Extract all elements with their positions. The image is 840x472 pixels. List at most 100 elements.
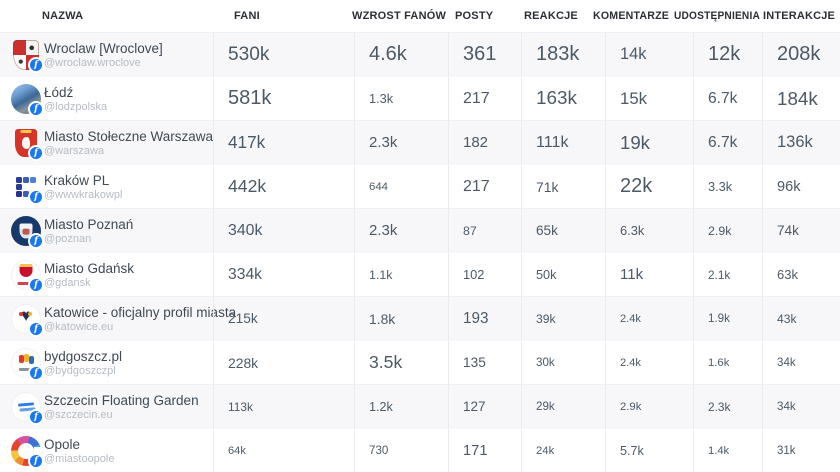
table-row[interactable]: f Opole @miastoopole 64k 730 171 24k 5.7k 1.4k 31…: [0, 428, 840, 472]
metric-cell-wzrost-fanow: 1.3k: [354, 77, 448, 120]
metric-cell-fani: 417k: [213, 121, 354, 164]
table-row[interactable]: f bydgoszcz.pl @bydgoszczpl 228k 3.5k 135 30k 2…: [0, 340, 840, 384]
metric-value: 29k: [536, 400, 555, 413]
metric-value: 127: [463, 399, 486, 414]
avatar: f: [11, 303, 44, 337]
table-row[interactable]: f Miasto Gdańsk @gdansk 334k 1.1k 102 50k 11k 2.…: [0, 252, 840, 296]
profile-handle: @gdansk: [44, 276, 91, 289]
avatar: f: [11, 259, 44, 293]
metric-value: 6.7k: [708, 89, 738, 107]
avatar: f: [11, 391, 44, 425]
facebook-icon: f: [28, 320, 44, 337]
metric-cell-posty: 361: [448, 33, 521, 76]
column-header-udostepnienia[interactable]: UDOSTĘPNIENIA: [674, 10, 760, 22]
metric-cell-posty: 135: [448, 341, 521, 384]
column-header-wzrost-fanow[interactable]: WZROST FANÓW: [352, 10, 447, 22]
profile-name: Wroclaw [Wroclove]: [44, 40, 163, 56]
metric-cell-komentarze: 14k: [605, 33, 693, 76]
metric-value: 65k: [536, 223, 558, 238]
metric-cell-posty: 182: [448, 121, 521, 164]
avatar: f: [11, 83, 44, 117]
metric-cell-wzrost-fanow: 4.6k: [354, 33, 448, 76]
metric-cell-komentarze: 11k: [605, 253, 693, 296]
metric-value: 2.3k: [369, 134, 398, 151]
metric-cell-posty: 193: [448, 297, 521, 340]
profile-handle: @poznan: [44, 232, 92, 245]
metric-value: 1.9k: [708, 312, 730, 325]
metric-value: 208k: [777, 43, 821, 65]
metric-value: 171: [463, 442, 488, 459]
profile-handle: @katowice.eu: [44, 320, 114, 333]
metric-value: 6.3k: [620, 223, 645, 238]
profile-text: bydgoszcz.pl @bydgoszczpl: [44, 348, 122, 378]
column-header-fani[interactable]: FANI: [234, 10, 260, 22]
metric-value: 1.4k: [708, 444, 730, 457]
table-row[interactable]: f Wroclaw [Wroclove] @wroclaw.wroclove 530k…: [0, 32, 840, 76]
table-row[interactable]: f Miasto Stołeczne Warszawa @warszawa 417k 2…: [0, 120, 840, 164]
table-row[interactable]: f Szczecin Floating Garden @szczecin.eu 113…: [0, 384, 840, 428]
table-header: NAZWA FANI WZROST FANÓW POSTY REAKCJE KO…: [0, 0, 840, 32]
profile-handle: @wroclaw.wroclove: [44, 56, 141, 69]
metric-cell-fani: 581k: [213, 77, 354, 120]
metric-value: 340k: [228, 221, 263, 239]
metric-value: 2.9k: [620, 400, 642, 413]
metric-cell-reakcje: 65k: [521, 209, 605, 252]
metric-value: 3.5k: [369, 352, 403, 372]
profile-cell: f Miasto Gdańsk @gdansk: [0, 253, 213, 296]
profile-text: Miasto Poznań @poznan: [44, 216, 133, 246]
metric-value: 442k: [228, 176, 267, 196]
column-header-nazwa[interactable]: NAZWA: [42, 10, 84, 22]
metric-cell-posty: 171: [448, 429, 521, 472]
metric-cell-fani: 113k: [213, 385, 354, 428]
facebook-icon: f: [28, 408, 44, 425]
metric-cell-udostepnienia: 3.3k: [693, 165, 762, 208]
metric-cell-interakcje: 34k: [762, 385, 840, 428]
metric-cell-udostepnienia: 2.9k: [693, 209, 762, 252]
metric-cell-fani: 64k: [213, 429, 354, 472]
metric-value: 34k: [777, 356, 796, 369]
metric-value: 22k: [620, 175, 653, 197]
metric-cell-interakcje: 96k: [762, 165, 840, 208]
metric-value: 111k: [536, 133, 569, 151]
table-row[interactable]: f Łódź @lodzpolska 581k 1.3k 217 163k 15k 6.7k 18…: [0, 76, 840, 120]
column-header-reakcje[interactable]: REAKCJE: [524, 10, 578, 22]
metric-value: 530k: [228, 43, 270, 65]
avatar: f: [11, 215, 44, 249]
metric-value: 1.8k: [369, 310, 396, 327]
metric-value: 87: [463, 223, 477, 238]
metric-value: 2.4k: [620, 312, 641, 325]
profile-text: Wroclaw [Wroclove] @wroclaw.wroclove: [44, 40, 163, 70]
column-header-komentarze[interactable]: KOMENTARZE: [593, 10, 670, 22]
metric-cell-fani: 228k: [213, 341, 354, 384]
profile-text: Miasto Stołeczne Warszawa @warszawa: [44, 128, 213, 158]
column-header-interakcje[interactable]: INTERAKCJE: [763, 10, 836, 22]
metric-value: 11k: [620, 266, 644, 283]
metric-value: 2.4k: [620, 356, 641, 369]
metric-value: 4.6k: [369, 43, 407, 65]
facebook-icon: f: [28, 232, 44, 249]
metric-value: 96k: [777, 178, 801, 195]
metric-cell-interakcje: 74k: [762, 209, 840, 252]
metric-cell-komentarze: 15k: [605, 77, 693, 120]
metric-value: 64k: [228, 444, 246, 457]
metric-value: 34k: [777, 400, 796, 413]
metric-cell-reakcje: 39k: [521, 297, 605, 340]
table-row[interactable]: f Kraków PL @wwwkrakowpl 442k 644 217 71k 22k 3.…: [0, 164, 840, 208]
column-header-posty[interactable]: POSTY: [455, 10, 494, 22]
table-row[interactable]: f Miasto Poznań @poznan 340k 2.3k 87 65k 6.3k 2.…: [0, 208, 840, 252]
metric-cell-reakcje: 50k: [521, 253, 605, 296]
metric-value: 193: [463, 309, 489, 327]
profile-handle: @miastoopole: [44, 452, 115, 465]
table-body: f Wroclaw [Wroclove] @wroclaw.wroclove 530k…: [0, 32, 840, 472]
metric-cell-fani: 334k: [213, 253, 354, 296]
metric-value: 24k: [536, 444, 555, 457]
metric-cell-interakcje: 208k: [762, 33, 840, 76]
metric-cell-interakcje: 63k: [762, 253, 840, 296]
metric-value: 215k: [228, 311, 258, 326]
metric-value: 2.3k: [708, 399, 731, 414]
metric-value: 30k: [536, 356, 555, 369]
metric-value: 135: [463, 355, 486, 370]
metric-cell-interakcje: 136k: [762, 121, 840, 164]
